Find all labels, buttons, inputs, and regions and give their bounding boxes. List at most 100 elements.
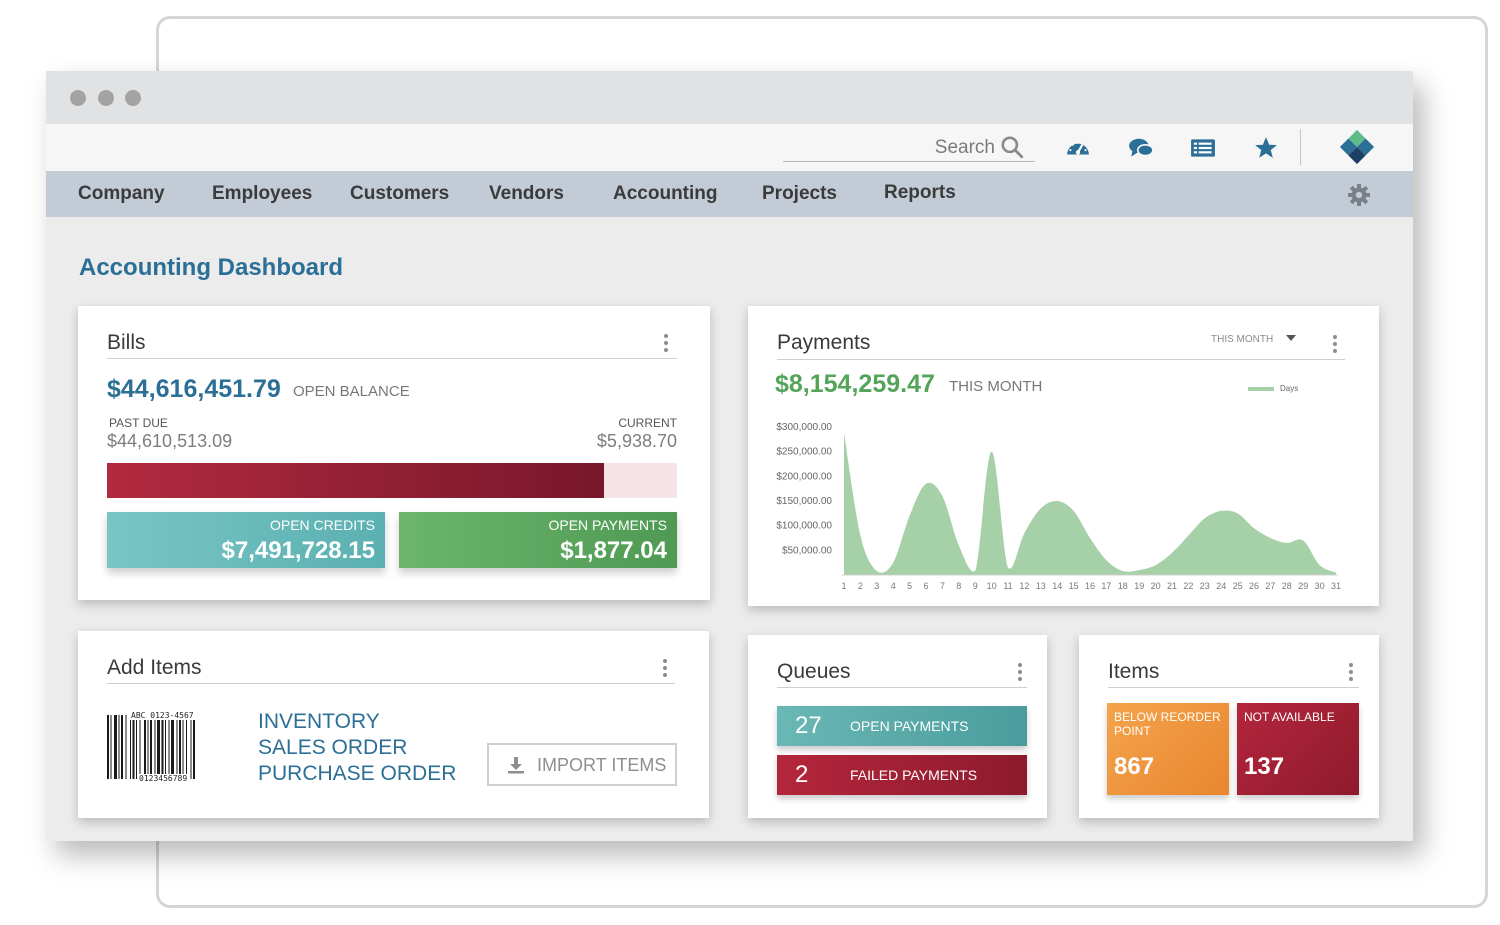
below-reorder-tile[interactable]: BELOW REORDER POINT 867	[1107, 703, 1229, 795]
payments-card: Payments THIS MONTH $8,154,259.47 THIS M…	[748, 306, 1379, 606]
items-divider	[1108, 687, 1359, 688]
gear-icon[interactable]	[1347, 183, 1371, 207]
below-reorder-value: 867	[1114, 753, 1155, 780]
dashboard-icon[interactable]	[1065, 135, 1091, 161]
x-tick-label: 16	[1085, 581, 1095, 591]
barcode-bar	[147, 715, 149, 779]
x-tick-label: 24	[1216, 581, 1226, 591]
barcode-bar	[176, 715, 178, 779]
nav-vendors[interactable]: Vendors	[489, 183, 564, 204]
window-minimize-dot[interactable]	[98, 90, 114, 106]
top-toolbar	[46, 124, 1413, 171]
open-balance-label: OPEN BALANCE	[293, 383, 410, 400]
barcode-bar	[125, 715, 127, 779]
range-select-label: THIS MONTH	[1211, 334, 1274, 345]
x-tick-label: 28	[1282, 581, 1292, 591]
range-select[interactable]: THIS MONTH	[1211, 334, 1296, 345]
add-items-menu-icon[interactable]	[661, 659, 669, 681]
barcode-bar	[161, 715, 164, 779]
nav-accounting[interactable]: Accounting	[613, 183, 718, 204]
queues-menu-icon[interactable]	[1016, 663, 1024, 685]
x-tick-label: 11	[1003, 581, 1012, 591]
bills-card: Bills $44,616,451.79 OPEN BALANCE PAST D…	[78, 306, 710, 600]
not-available-value: 137	[1244, 753, 1285, 780]
payments-menu-icon[interactable]	[1331, 335, 1339, 357]
window-close-dot[interactable]	[70, 90, 86, 106]
items-card: Items BELOW REORDER POINT 867 NOT AVAILA…	[1079, 635, 1379, 818]
x-tick-label: 21	[1167, 581, 1177, 591]
open-balance-value: $44,616,451.79	[107, 375, 281, 403]
search-input[interactable]	[783, 131, 995, 161]
window-maximize-dot[interactable]	[125, 90, 141, 106]
x-tick-label: 7	[940, 581, 945, 591]
nav-customers[interactable]: Customers	[350, 183, 450, 204]
nav-reports[interactable]: Reports	[884, 182, 956, 203]
barcode-bar	[136, 715, 137, 779]
y-tick-label: $250,000.00	[776, 447, 832, 458]
x-tick-label: 13	[1036, 581, 1046, 591]
inventory-link[interactable]: INVENTORY	[258, 710, 380, 733]
barcode-bar	[132, 715, 135, 779]
toolbar-divider	[1300, 129, 1301, 165]
star-icon[interactable]	[1253, 135, 1279, 161]
nav-employees[interactable]: Employees	[212, 183, 313, 204]
nav-projects[interactable]: Projects	[762, 183, 837, 204]
bills-balance-bar	[107, 463, 677, 498]
barcode-bar	[110, 715, 112, 779]
payments-area-series	[844, 432, 1336, 575]
not-available-tile[interactable]: NOT AVAILABLE 137	[1237, 703, 1359, 795]
nav-company[interactable]: Company	[78, 183, 165, 204]
x-tick-label: 20	[1151, 581, 1161, 591]
payments-divider	[777, 359, 1345, 360]
import-items-button[interactable]: IMPORT ITEMS	[487, 743, 677, 786]
legend-label: Days	[1280, 384, 1299, 393]
open-payments-label: OPEN PAYMENTS	[548, 517, 667, 533]
failed-payments-queue[interactable]: 2 FAILED PAYMENTS	[777, 755, 1027, 795]
x-tick-label: 1	[841, 581, 846, 591]
y-tick-label: $100,000.00	[776, 521, 832, 532]
barcode-bar	[154, 715, 156, 779]
purchase-order-link[interactable]: PURCHASE ORDER	[258, 762, 457, 785]
barcode-bar	[190, 715, 192, 779]
barcode-bar	[130, 715, 131, 779]
page-title: Accounting Dashboard	[79, 254, 344, 281]
y-tick-label: $300,000.00	[776, 422, 832, 433]
search-icon[interactable]	[999, 134, 1025, 160]
open-payments-queue[interactable]: 27 OPEN PAYMENTS	[777, 706, 1027, 746]
main-navbar: Company Employees Customers Vendors Acco…	[46, 171, 1413, 217]
list-icon[interactable]	[1190, 135, 1216, 161]
payments-total-value: $8,154,259.47	[775, 370, 935, 398]
x-tick-label: 3	[874, 581, 879, 591]
bills-title: Bills	[107, 331, 146, 354]
add-items-card: Add Items ABC 0123-4567 0123456789 INVEN…	[78, 631, 709, 818]
bills-menu-icon[interactable]	[662, 334, 670, 356]
download-icon	[508, 757, 524, 774]
barcode-bar	[114, 715, 117, 779]
x-tick-label: 25	[1233, 581, 1243, 591]
barcode-bar	[165, 715, 166, 779]
barcode-bar	[107, 715, 109, 779]
bills-divider	[107, 358, 677, 359]
x-tick-label: 31	[1331, 581, 1341, 591]
open-credits-value: $7,491,728.15	[221, 537, 375, 564]
x-tick-label: 15	[1069, 581, 1079, 591]
past-due-bar-fill	[107, 463, 605, 498]
below-reorder-label: BELOW REORDER POINT	[1114, 710, 1221, 738]
logo-icon[interactable]	[1338, 128, 1376, 166]
legend-swatch	[1248, 387, 1274, 391]
chat-icon[interactable]	[1128, 135, 1154, 161]
open-credits-tile[interactable]: OPEN CREDITS $7,491,728.15	[107, 512, 385, 568]
chevron-down-icon	[1286, 335, 1296, 341]
barcode-bar	[150, 715, 152, 779]
barcode-bottom-text: 0123456789	[137, 774, 190, 783]
payments-title: Payments	[777, 331, 871, 354]
import-items-label: IMPORT ITEMS	[537, 755, 667, 775]
x-tick-label: 27	[1265, 581, 1275, 591]
sales-order-link[interactable]: SALES ORDER	[258, 736, 408, 759]
app-window: Company Employees Customers Vendors Acco…	[46, 71, 1413, 841]
y-tick-label: $150,000.00	[776, 496, 832, 507]
items-menu-icon[interactable]	[1347, 663, 1355, 685]
x-tick-label: 30	[1315, 581, 1325, 591]
open-payments-tile[interactable]: OPEN PAYMENTS $1,877.04	[399, 512, 677, 568]
window-titlebar	[46, 71, 1413, 124]
